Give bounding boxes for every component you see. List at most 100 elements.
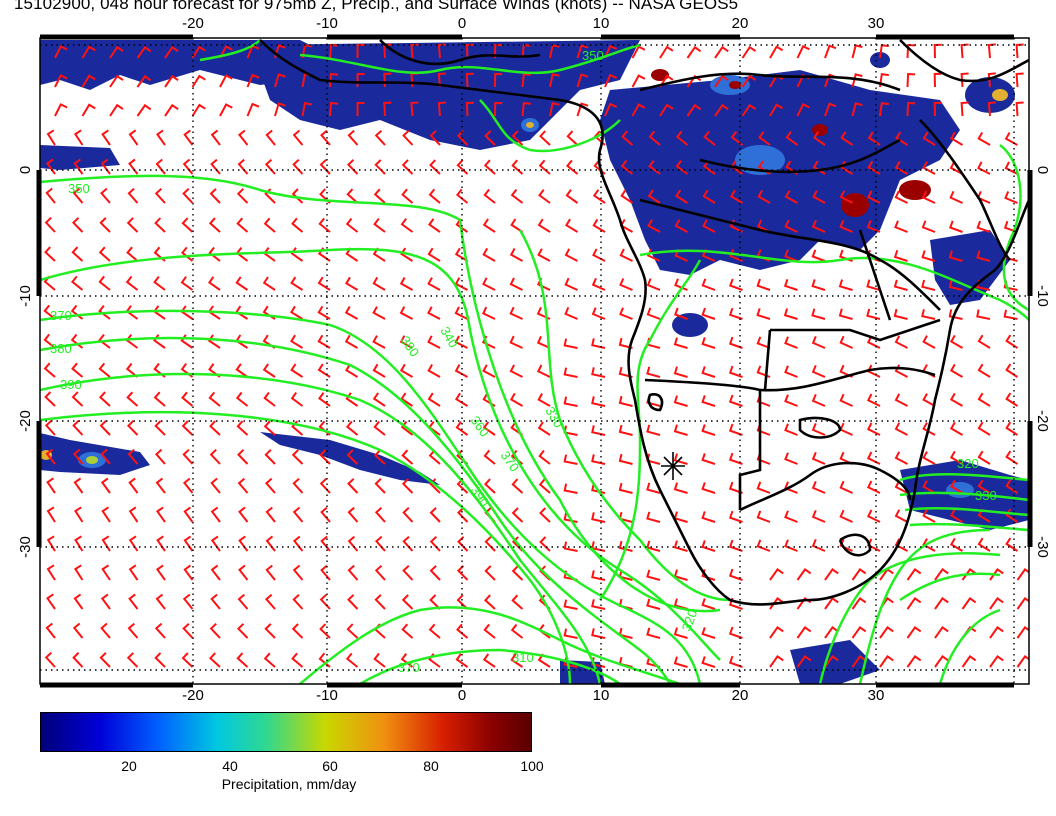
wind-barb	[564, 248, 578, 262]
wind-barb	[347, 129, 359, 146]
wind-barb	[290, 276, 304, 291]
wind-barb	[346, 159, 359, 175]
wind-barb	[181, 420, 194, 436]
wind-barb	[100, 593, 111, 610]
height-contour	[299, 43, 641, 75]
wind-barb	[455, 392, 469, 407]
wind-barb	[851, 73, 863, 88]
wind-barb	[410, 43, 419, 59]
wind-barb	[784, 394, 798, 407]
wind-barb	[769, 568, 784, 581]
wind-barb	[960, 72, 969, 88]
wind-barb	[70, 333, 84, 349]
height-contour	[639, 249, 1029, 321]
wind-barb	[427, 218, 441, 233]
wind-barb	[784, 219, 798, 233]
wind-barb	[866, 451, 881, 465]
wind-barb	[646, 248, 661, 262]
wind-barb	[210, 535, 221, 552]
wind-barb	[209, 188, 221, 204]
wind-barb	[46, 593, 56, 610]
wind-barb	[824, 626, 839, 639]
wind-barb	[401, 478, 414, 494]
wind-barb	[400, 653, 414, 668]
wind-barb	[591, 599, 606, 610]
wind-barb	[154, 652, 166, 668]
wind-barb	[839, 393, 853, 407]
wind-barb	[618, 453, 633, 465]
wind-barb	[702, 219, 716, 233]
wind-barb	[758, 131, 771, 146]
wind-barb	[126, 391, 139, 407]
wind-barb	[674, 307, 688, 320]
wind-barb	[454, 247, 469, 262]
wind-barb	[1015, 101, 1024, 117]
wind-barb	[906, 655, 922, 668]
wind-barb	[81, 45, 96, 59]
wind-barb	[101, 564, 111, 581]
lon-tick-label: -20	[182, 15, 204, 32]
wind-barb	[401, 449, 414, 465]
wind-barb	[811, 539, 826, 552]
wind-barb	[345, 363, 359, 378]
wind-barb	[402, 506, 414, 523]
wind-barb	[646, 598, 661, 610]
wind-barb	[851, 44, 863, 59]
height-contour	[479, 99, 621, 153]
wind-barb	[648, 130, 661, 146]
wind-barb	[894, 220, 908, 233]
wind-barb	[210, 158, 221, 175]
wind-barb	[317, 334, 331, 349]
wind-barb	[591, 396, 606, 407]
wind-barb	[894, 422, 908, 436]
wind-barb	[784, 336, 798, 349]
lon-tick-label: -20	[182, 687, 204, 700]
colorbar-tick-label: 100	[520, 758, 544, 774]
wind-barb	[867, 190, 881, 204]
wind-barb	[208, 246, 221, 262]
wind-barb	[374, 506, 386, 523]
wind-barb	[714, 103, 729, 117]
wind-barb	[482, 653, 496, 668]
wind-barb	[235, 363, 249, 378]
wind-barb	[563, 541, 578, 552]
wind-barb	[960, 101, 969, 117]
wind-barb	[728, 336, 743, 349]
wind-barb	[72, 187, 84, 204]
wind-barb	[646, 424, 661, 436]
wind-barb	[43, 333, 56, 349]
wind-barb	[98, 275, 111, 291]
wind-barb	[210, 477, 221, 494]
wind-barb	[72, 419, 84, 436]
wind-barb	[125, 362, 139, 378]
wind-barb	[183, 506, 194, 523]
wind-barb	[949, 392, 964, 407]
wind-barb	[98, 246, 111, 262]
precip-area	[40, 145, 120, 170]
wind-barb	[347, 564, 359, 581]
wind-barb	[236, 623, 249, 639]
wind-barb	[373, 218, 386, 233]
wind-barb	[922, 422, 936, 436]
wind-barb	[46, 506, 56, 523]
height-contour	[904, 507, 1029, 517]
wind-barb	[511, 507, 524, 523]
wind-barb	[756, 539, 771, 552]
wind-barb	[977, 479, 991, 494]
wind-barb	[290, 392, 304, 407]
wind-barb	[372, 363, 386, 378]
country-border	[838, 533, 872, 557]
wind-barb	[373, 188, 386, 204]
wind-barb	[1005, 479, 1019, 494]
wind-barb	[894, 480, 908, 494]
wind-barb	[180, 246, 194, 262]
wind-barb	[399, 335, 413, 349]
wind-barb	[81, 103, 96, 117]
wind-barb	[237, 593, 249, 610]
wind-barb	[564, 307, 578, 320]
wind-barb	[345, 420, 359, 436]
wind-barb	[894, 451, 908, 465]
wind-barb	[839, 219, 853, 233]
wind-barb	[483, 159, 496, 175]
wind-barb	[989, 568, 1004, 581]
